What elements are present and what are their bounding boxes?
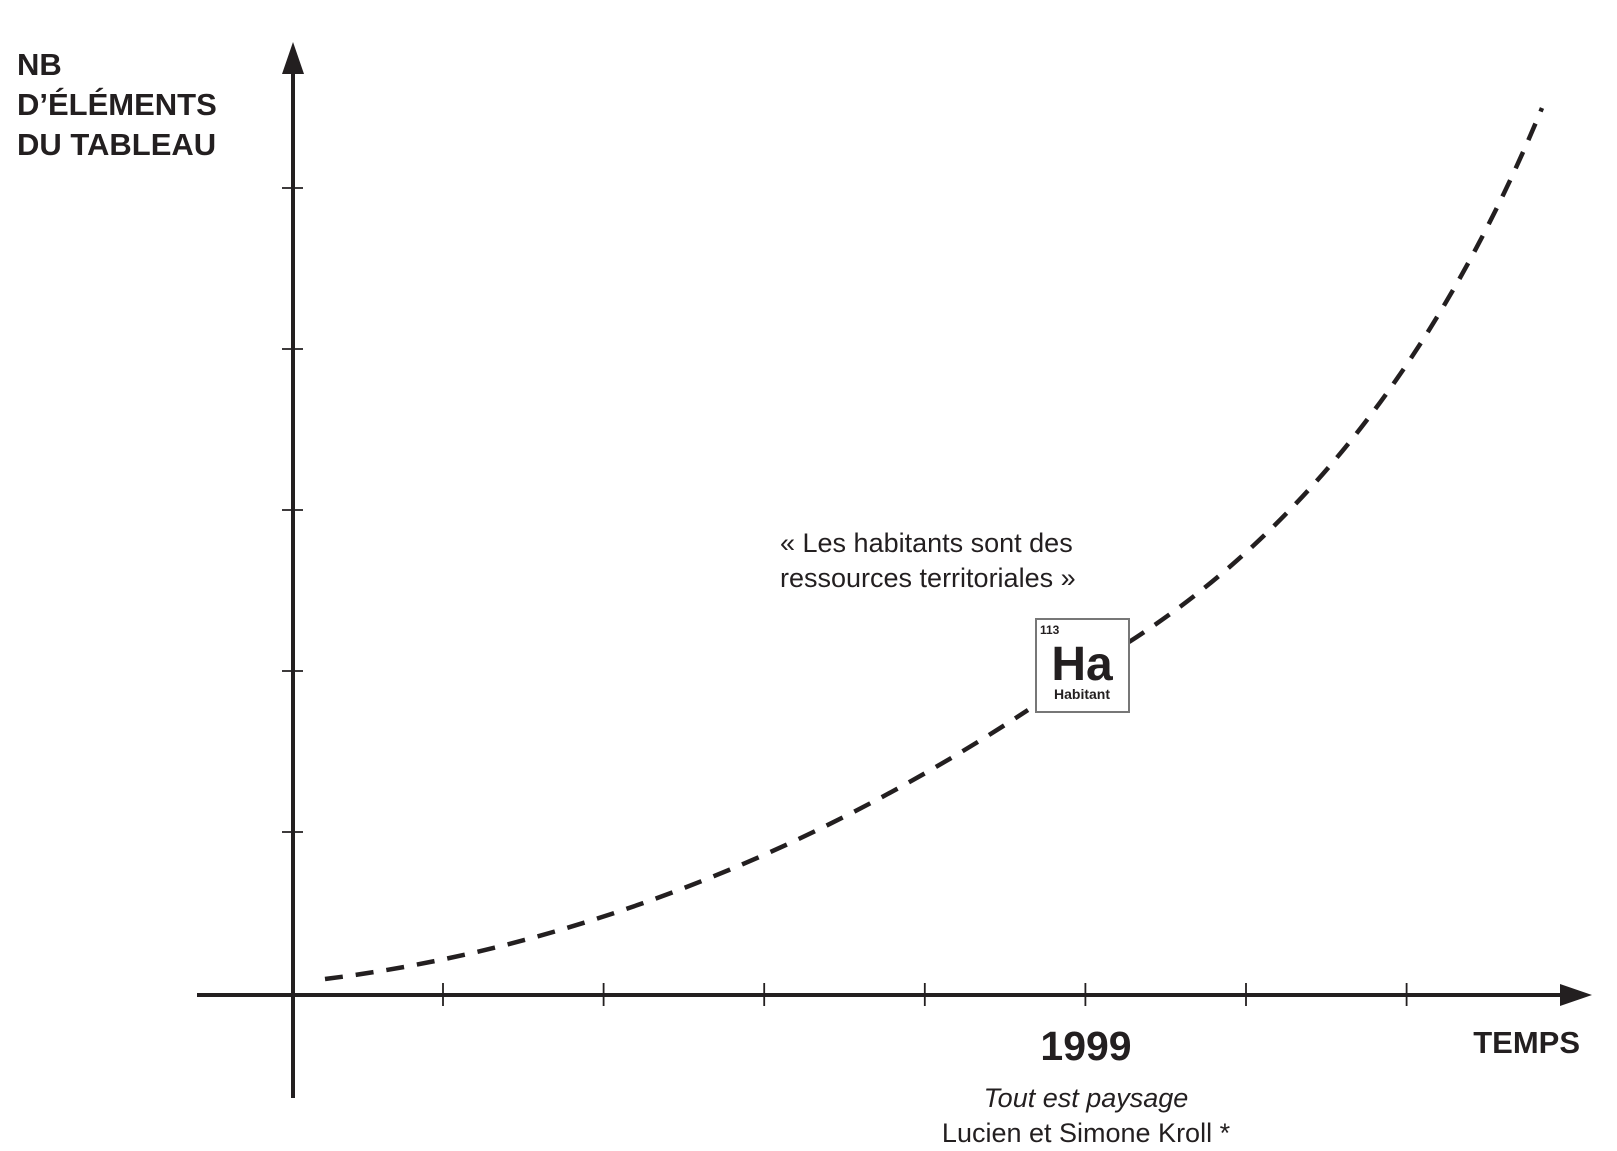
element-number: 113 <box>1040 623 1060 637</box>
source-author: Lucien et Simone Kroll * <box>942 1118 1231 1148</box>
year-label: 1999 <box>1040 1023 1131 1069</box>
series-curve <box>324 107 1545 982</box>
x-axis-arrow <box>1560 984 1592 1006</box>
element-symbol: Ha <box>1051 638 1113 691</box>
y-axis-arrow <box>282 42 304 74</box>
quote-line-1: « Les habitants sont des <box>780 528 1073 558</box>
element-tile-box <box>1035 618 1130 713</box>
source-title: Tout est paysage <box>984 1083 1189 1113</box>
element-name: Habitant <box>1054 686 1110 702</box>
quote-line-2: ressources territoriales » <box>780 563 1076 593</box>
y-axis-label-line-3: DU TABLEAU <box>17 127 216 162</box>
x-axis-ticks <box>442 983 1408 1006</box>
y-axis-label-line-1: NB <box>17 47 62 82</box>
y-axis-label-line-2: D’ÉLÉMENTS <box>17 87 217 122</box>
y-axis-ticks <box>282 187 303 833</box>
element-tile: 113 Ha Habitant <box>1035 618 1130 713</box>
x-axis-label: TEMPS <box>1473 1025 1580 1060</box>
